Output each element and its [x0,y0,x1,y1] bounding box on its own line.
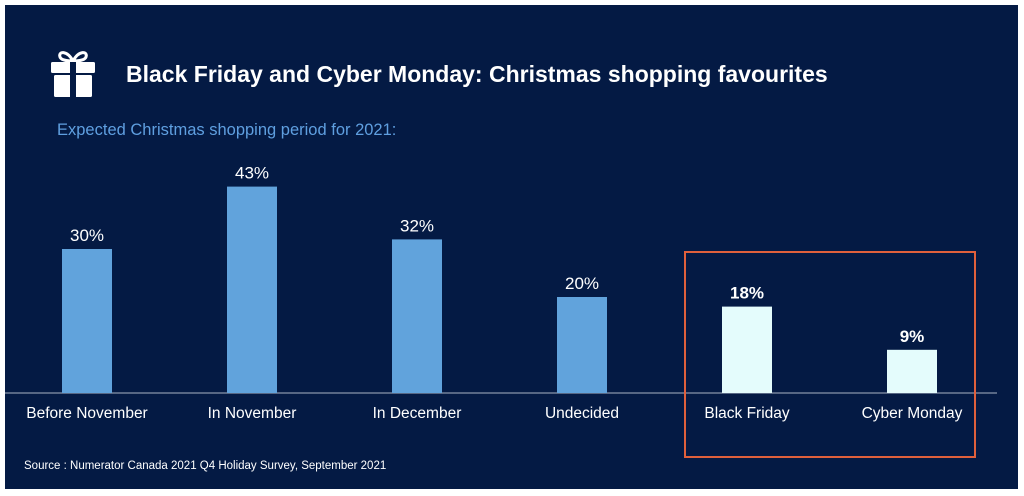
page-title: Black Friday and Cyber Monday: Christmas… [126,61,828,87]
data-label: 20% [565,274,599,293]
chart-subtitle: Expected Christmas shopping period for 2… [57,121,397,139]
data-label: 30% [70,226,104,245]
category-label: Undecided [545,405,619,422]
highlight-box [684,251,976,458]
bar-undecided [557,297,607,393]
source-note: Source : Numerator Canada 2021 Q4 Holida… [24,460,387,472]
category-label: Before November [26,405,147,422]
data-label: 9% [900,327,925,346]
bar-in-december [392,239,442,393]
category-label: Cyber Monday [862,405,963,422]
category-label: Black Friday [704,405,790,422]
data-label: 43% [235,164,269,183]
data-label: 32% [400,216,434,235]
bar-before-november [62,249,112,393]
category-label: In December [373,405,462,422]
bar-in-november [227,186,277,393]
chart-panel [5,5,1018,489]
gift-icon [51,51,95,97]
bar-cyber-monday [887,349,937,393]
data-label: 18% [730,284,764,303]
category-label: In November [208,405,297,422]
bar-black-friday [722,306,772,393]
